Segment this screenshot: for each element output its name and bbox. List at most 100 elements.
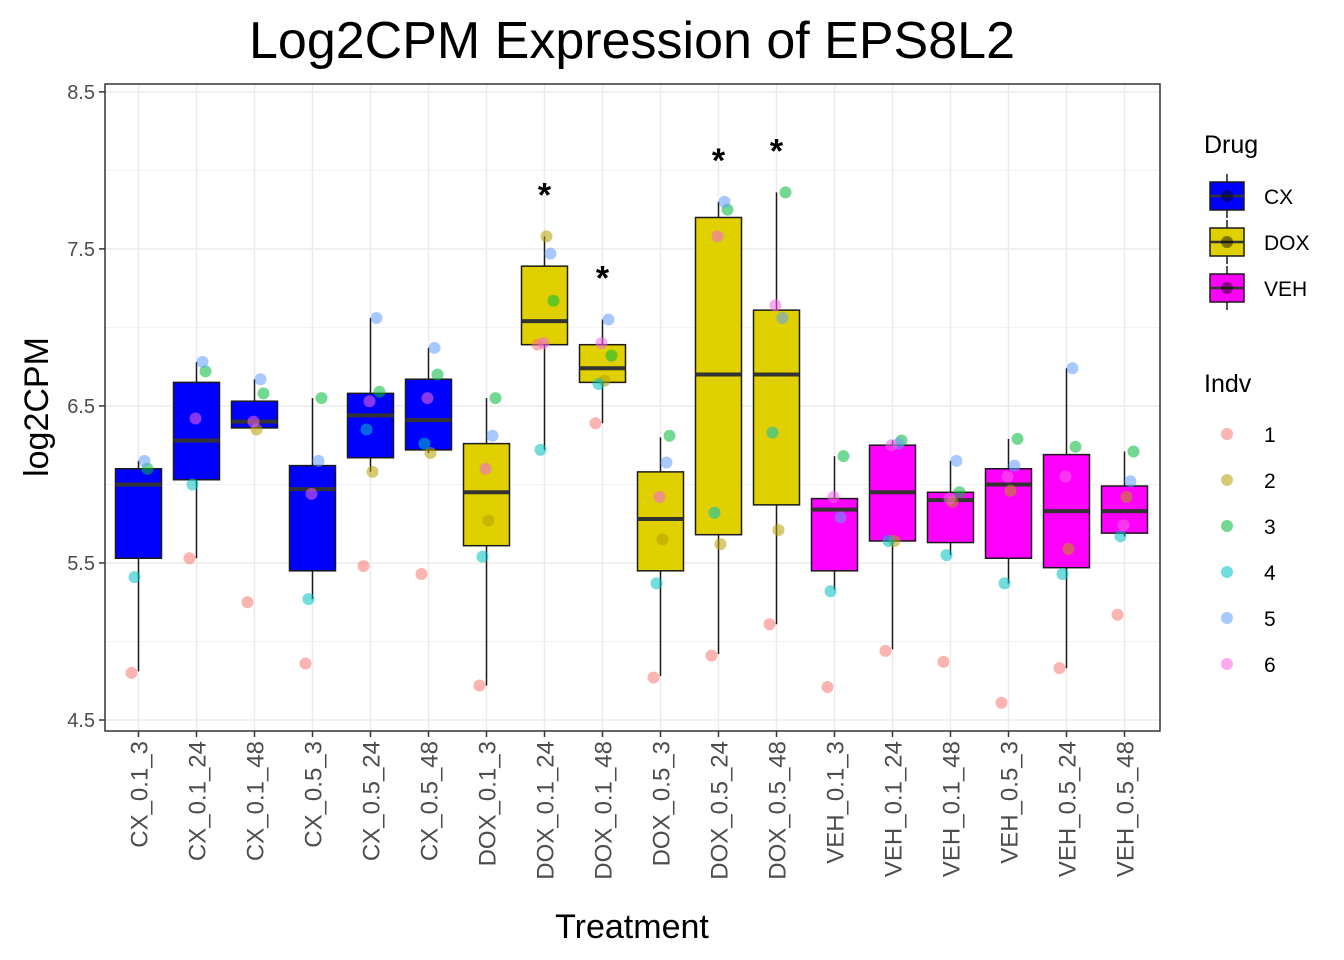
data-point-indv-4 <box>824 585 837 598</box>
indv-legend-entry: 2 <box>1221 470 1276 493</box>
box-CX_0.5_3 <box>288 398 337 600</box>
box-layer <box>114 192 1149 686</box>
data-point-indv-4 <box>1056 567 1069 580</box>
y-axis: 4.5 5.5 6.5 7.5 8.5 <box>67 82 105 732</box>
data-point-indv-5 <box>1066 362 1079 375</box>
data-point-indv-6 <box>653 491 666 504</box>
data-point-indv-5 <box>428 341 441 354</box>
data-point-indv-6 <box>885 439 898 452</box>
indv-legend-entry: 4 <box>1221 562 1276 585</box>
x-tick-label: CX_0.5_3 <box>301 741 328 848</box>
legend-key-point <box>1221 236 1233 248</box>
data-point-indv-2 <box>772 523 785 536</box>
data-point-indv-3 <box>431 368 444 381</box>
data-point-indv-6 <box>711 230 724 243</box>
data-point-indv-4 <box>302 593 315 606</box>
data-point-indv-2 <box>1120 491 1133 504</box>
y-tick-label: 4.5 <box>67 710 95 732</box>
data-point-indv-4 <box>708 506 721 519</box>
x-tick-label: VEH_0.1_48 <box>939 741 966 877</box>
box-body <box>462 442 511 547</box>
data-point-indv-4 <box>1114 530 1127 543</box>
data-point-indv-5 <box>834 511 847 524</box>
drug-legend-entry: DOX <box>1209 220 1310 264</box>
data-point-indv-6 <box>827 491 840 504</box>
data-point-indv-5 <box>544 247 557 260</box>
indv-legend: Indv 1 2 3 4 5 6 <box>1204 370 1276 677</box>
box-CX_0.1_24 <box>172 361 221 559</box>
legend-key-point <box>1221 612 1233 624</box>
legend-key-point <box>1221 566 1233 578</box>
data-point-indv-1 <box>473 679 486 692</box>
box-VEH_0.1_3 <box>810 456 859 590</box>
data-point-indv-3 <box>779 186 792 199</box>
indv-legend-label: 2 <box>1264 470 1276 493</box>
indv-legend-entry: 3 <box>1221 516 1276 539</box>
indv-legend-title: Indv <box>1204 370 1252 398</box>
chart-title: Log2CPM Expression of EPS8L2 <box>249 12 1015 70</box>
data-point-indv-1 <box>415 567 428 580</box>
box-body <box>114 467 163 560</box>
box-DOX_0.1_3 <box>462 398 511 686</box>
data-point-indv-1 <box>879 644 892 657</box>
data-point-indv-6 <box>1001 470 1014 483</box>
data-point-indv-6 <box>537 337 550 350</box>
x-tick-label: CX_0.5_48 <box>417 741 444 861</box>
significance-star: * <box>712 142 726 180</box>
y-tick-label: 8.5 <box>67 82 95 104</box>
plot-panel-background <box>105 84 1160 731</box>
data-point-indv-5 <box>1124 475 1137 488</box>
data-point-indv-4 <box>128 571 141 584</box>
x-tick-label: DOX_0.5_48 <box>765 741 792 880</box>
drug-legend-label: CX <box>1264 186 1293 209</box>
box-VEH_0.1_24 <box>868 440 917 650</box>
data-point-indv-5 <box>602 313 615 326</box>
data-point-indv-6 <box>189 412 202 425</box>
data-point-indv-4 <box>998 577 1011 590</box>
data-point-indv-3 <box>1069 440 1082 453</box>
indv-legend-entry: 6 <box>1221 654 1276 677</box>
box-DOX_0.5_48 <box>752 192 801 625</box>
data-point-indv-3 <box>837 450 850 463</box>
data-point-indv-3 <box>257 387 270 400</box>
indv-legend-entry: 1 <box>1221 424 1276 447</box>
drug-legend-label: VEH <box>1264 278 1307 301</box>
box-body <box>288 464 337 572</box>
y-tick-label: 7.5 <box>67 239 95 261</box>
y-tick-label: 5.5 <box>67 553 95 575</box>
data-point-indv-2 <box>1062 542 1075 555</box>
legend-key-point <box>1221 282 1233 294</box>
indv-legend-label: 6 <box>1264 654 1276 677</box>
data-point-indv-4 <box>186 478 199 491</box>
data-point-indv-5 <box>950 454 963 467</box>
data-point-indv-4 <box>476 550 489 563</box>
data-point-indv-1 <box>995 696 1008 709</box>
data-point-indv-2 <box>714 538 727 551</box>
data-point-indv-4 <box>592 377 605 390</box>
data-point-indv-1 <box>763 618 776 631</box>
data-point-indv-6 <box>305 487 318 500</box>
data-point-indv-3 <box>547 294 560 307</box>
data-point-indv-1 <box>821 681 834 694</box>
data-point-indv-3 <box>1011 432 1024 445</box>
data-point-indv-3 <box>199 365 212 378</box>
box-DOX_0.1_24 <box>520 236 569 450</box>
y-tick-label: 6.5 <box>67 396 95 418</box>
data-point-indv-2 <box>540 230 553 243</box>
data-point-indv-1 <box>125 666 138 679</box>
indv-legend-label: 3 <box>1264 516 1276 539</box>
box-body <box>172 381 221 481</box>
legend-key-point <box>1221 190 1233 202</box>
data-point-indv-3 <box>315 392 328 405</box>
data-point-indv-5 <box>486 429 499 442</box>
x-tick-label: CX_0.1_48 <box>243 741 270 861</box>
x-tick-label: VEH_0.1_24 <box>881 741 908 877</box>
data-point-indv-6 <box>769 299 782 312</box>
data-point-indv-1 <box>357 560 370 573</box>
data-point-indv-6 <box>943 492 956 505</box>
data-point-indv-5 <box>776 311 789 324</box>
data-point-indv-4 <box>940 549 953 562</box>
x-tick-label: DOX_0.1_24 <box>533 741 560 880</box>
data-point-indv-5 <box>312 454 325 467</box>
